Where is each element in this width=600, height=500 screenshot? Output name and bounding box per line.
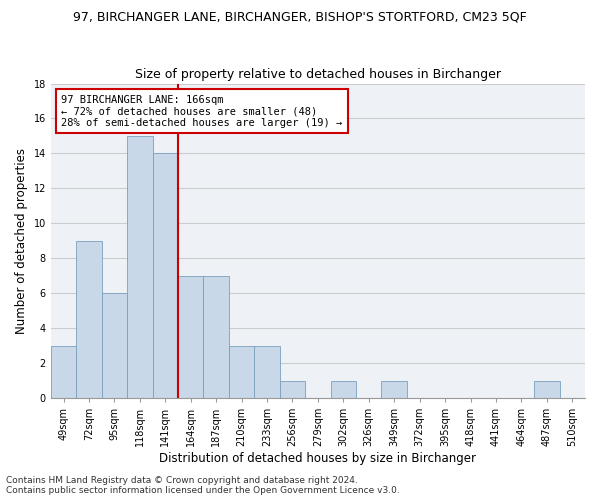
Bar: [229, 346, 254, 398]
Title: Size of property relative to detached houses in Birchanger: Size of property relative to detached ho…: [135, 68, 501, 81]
Text: Contains HM Land Registry data © Crown copyright and database right 2024.
Contai: Contains HM Land Registry data © Crown c…: [6, 476, 400, 495]
Bar: [178, 276, 203, 398]
Bar: [203, 276, 229, 398]
Bar: [382, 380, 407, 398]
Bar: [101, 293, 127, 398]
Text: 97 BIRCHANGER LANE: 166sqm
← 72% of detached houses are smaller (48)
28% of semi: 97 BIRCHANGER LANE: 166sqm ← 72% of deta…: [61, 94, 343, 128]
Bar: [280, 380, 305, 398]
Bar: [534, 380, 560, 398]
Bar: [127, 136, 152, 398]
Bar: [331, 380, 356, 398]
X-axis label: Distribution of detached houses by size in Birchanger: Distribution of detached houses by size …: [160, 452, 476, 465]
Bar: [152, 154, 178, 398]
Text: 97, BIRCHANGER LANE, BIRCHANGER, BISHOP'S STORTFORD, CM23 5QF: 97, BIRCHANGER LANE, BIRCHANGER, BISHOP'…: [73, 10, 527, 23]
Bar: [51, 346, 76, 398]
Bar: [76, 241, 101, 398]
Y-axis label: Number of detached properties: Number of detached properties: [15, 148, 28, 334]
Bar: [254, 346, 280, 398]
